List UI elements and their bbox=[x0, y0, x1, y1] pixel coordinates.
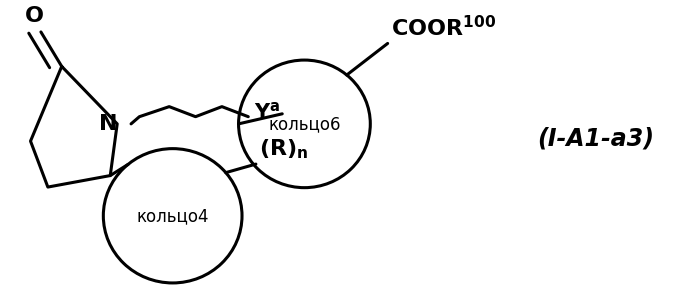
Text: N: N bbox=[99, 114, 117, 134]
Text: O: O bbox=[24, 6, 43, 26]
Text: $\mathbf{(R)_n}$: $\mathbf{(R)_n}$ bbox=[259, 138, 309, 161]
Text: $\mathbf{Y^a}$: $\mathbf{Y^a}$ bbox=[254, 101, 281, 123]
Text: $\mathbf{COOR^{100}}$: $\mathbf{COOR^{100}}$ bbox=[391, 15, 496, 41]
Text: (I-A1-a3): (I-A1-a3) bbox=[537, 126, 654, 150]
Text: кольцо6: кольцо6 bbox=[268, 115, 340, 133]
Text: кольцо4: кольцо4 bbox=[136, 207, 209, 225]
